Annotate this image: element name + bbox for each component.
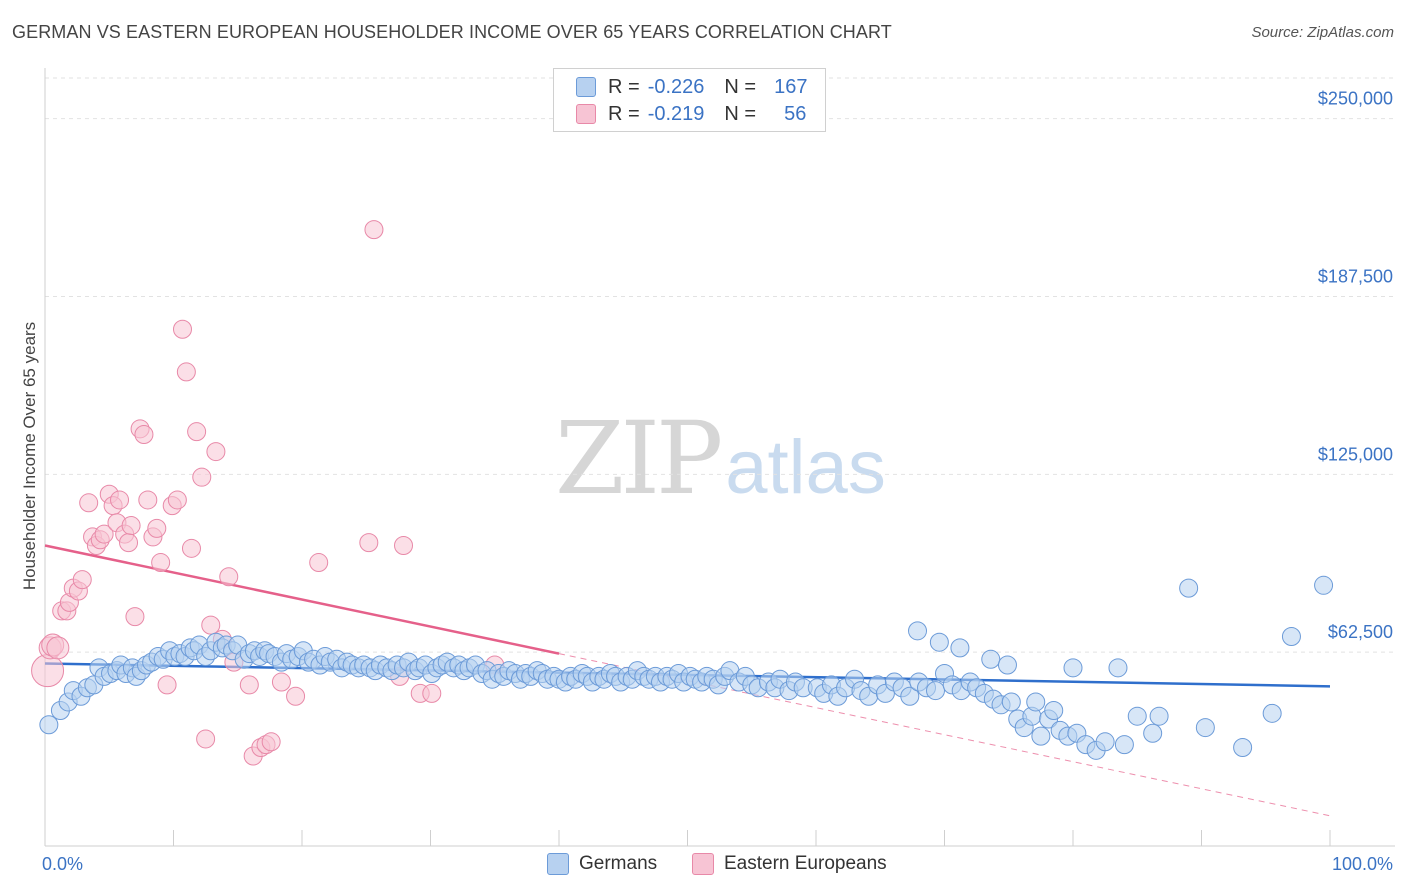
bottom-swatch-germans <box>547 853 569 875</box>
eastern-point <box>422 683 442 703</box>
eastern-point <box>110 490 130 510</box>
eastern-point <box>151 553 171 573</box>
axis-labels: $62,500 $125,000 $187,500 $250,000 0.0% 100.0… <box>20 89 1393 874</box>
legend-r-value: -0.226 <box>647 75 705 98</box>
legend-r-label: R = <box>608 102 640 125</box>
watermark-zip: ZIP <box>555 400 723 517</box>
german-point <box>1262 703 1282 723</box>
eastern-point <box>181 538 201 558</box>
eastern-points <box>31 220 505 766</box>
eastern-point <box>172 319 192 339</box>
eastern-point <box>72 570 92 590</box>
eastern-point <box>261 732 281 752</box>
eastern-point <box>394 535 414 555</box>
watermark-atlas: atlas <box>725 425 886 510</box>
eastern-point <box>201 615 221 635</box>
german-point <box>900 686 920 706</box>
legend-swatch-eastern <box>576 104 596 124</box>
german-point <box>1281 627 1301 647</box>
legend-n-value: 56 <box>784 102 807 125</box>
german-point <box>950 638 970 658</box>
legend-r-label: R = <box>608 75 640 98</box>
german-point <box>1143 723 1163 743</box>
eastern-trend-line <box>44 544 560 655</box>
eastern-point <box>364 220 384 240</box>
y-tick-label: $62,500 <box>1328 622 1393 642</box>
eastern-point <box>187 422 207 442</box>
eastern-point <box>196 729 216 749</box>
y-axis-title: Householder Income Over 65 years <box>20 322 39 590</box>
german-point <box>1149 706 1169 726</box>
german-point <box>1127 706 1147 726</box>
eastern-point <box>206 442 226 462</box>
source-credit: Source: ZipAtlas.com <box>1251 24 1394 41</box>
bottom-legend-label: Eastern Europeans <box>724 853 887 874</box>
eastern-point <box>46 636 70 660</box>
eastern-point <box>309 553 329 573</box>
german-point <box>1095 732 1115 752</box>
legend-swatch-germans <box>576 77 596 97</box>
axes <box>44 68 1395 847</box>
x-tick-label-left: 0.0% <box>42 854 83 874</box>
german-point <box>1026 692 1046 712</box>
eastern-point <box>359 533 379 553</box>
eastern-point <box>286 686 306 706</box>
grid-lines <box>45 77 1395 653</box>
german-point <box>1233 737 1253 757</box>
german-point <box>39 715 59 735</box>
y-tick-label: $187,500 <box>1318 267 1393 287</box>
y-tick-label: $250,000 <box>1318 89 1393 109</box>
bottom-legend-eastern: Eastern Europeans <box>692 852 887 876</box>
bottom-swatch-eastern <box>692 853 714 875</box>
eastern-point <box>147 518 167 538</box>
y-tick-label: $125,000 <box>1318 444 1393 464</box>
legend-row-eastern: R = -0.219 N = 56 <box>576 101 806 127</box>
eastern-point <box>31 654 65 688</box>
eastern-point <box>125 607 145 627</box>
eastern-point <box>219 567 239 587</box>
eastern-point <box>239 675 259 695</box>
german-point <box>1314 575 1334 595</box>
eastern-point <box>94 524 114 544</box>
eastern-point <box>134 425 154 445</box>
bottom-legend-germans: Germans <box>547 852 657 876</box>
german-point <box>908 621 928 641</box>
german-point <box>1108 658 1128 678</box>
eastern-point <box>167 490 187 510</box>
x-tick-label-right: 100.0% <box>1332 854 1393 874</box>
eastern-point <box>79 493 99 513</box>
legend-n-label: N = <box>724 102 757 125</box>
correlation-legend: R = -0.226 N = 167 R = -0.219 N = 56 <box>553 68 826 132</box>
german-point <box>997 655 1017 675</box>
german-point <box>1179 578 1199 598</box>
legend-r-value: -0.219 <box>647 102 705 125</box>
german-point <box>929 632 949 652</box>
eastern-point <box>138 490 158 510</box>
eastern-point <box>119 533 139 553</box>
german-point <box>1001 692 1021 712</box>
bottom-legend-label: Germans <box>579 853 658 874</box>
german-points <box>39 575 1334 760</box>
legend-row-germans: R = -0.226 N = 167 <box>576 74 807 100</box>
german-point <box>926 681 946 701</box>
german-point <box>1044 700 1064 720</box>
eastern-point <box>192 467 212 487</box>
watermark: ZIPatlas <box>555 400 886 517</box>
eastern-point <box>121 516 141 536</box>
legend-n-value: 167 <box>774 75 808 98</box>
german-point <box>981 649 1001 669</box>
german-point <box>1114 735 1134 755</box>
chart-title: GERMAN VS EASTERN EUROPEAN HOUSEHOLDER I… <box>12 22 892 42</box>
eastern-point <box>157 675 177 695</box>
eastern-point <box>176 362 196 382</box>
legend-n-label: N = <box>724 75 757 98</box>
german-point <box>1031 726 1051 746</box>
german-point <box>1195 718 1215 738</box>
german-point <box>1063 658 1083 678</box>
eastern-point <box>271 672 291 692</box>
